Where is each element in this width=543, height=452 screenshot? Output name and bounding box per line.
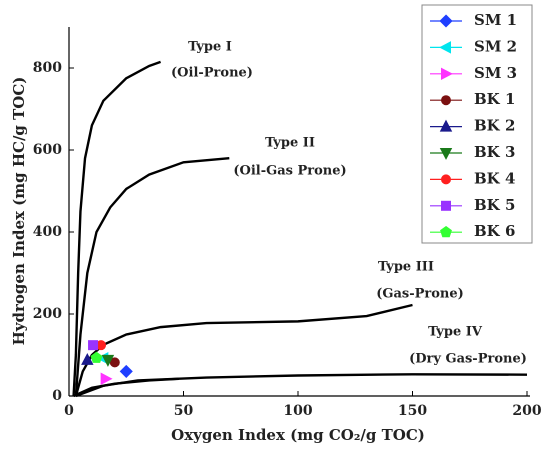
legend-marker	[441, 174, 451, 185]
x-axis-label: Oxygen Index (mg CO₂/g TOC)	[171, 426, 425, 444]
legend-marker	[439, 41, 451, 54]
curve-label: (Oil-Prone)	[171, 66, 253, 81]
kerogen-curve	[74, 157, 230, 397]
legend-label: SM 3	[474, 64, 517, 82]
curve-name: Type I	[188, 40, 232, 55]
curve-label: (Gas-Prone)	[376, 287, 464, 302]
legend-label: SM 1	[474, 11, 517, 29]
legend-marker	[439, 119, 453, 132]
curve-name: Type II	[265, 136, 315, 151]
legend-marker	[439, 14, 453, 28]
legend-marker	[440, 225, 452, 238]
y-tick-label: 200	[33, 306, 62, 322]
x-tick-label: 100	[283, 403, 312, 419]
legend-label: BK 3	[474, 143, 515, 161]
curve-label: (Dry Gas-Prone)	[409, 352, 527, 367]
legend-label: SM 2	[474, 37, 517, 55]
y-tick-label: 400	[33, 224, 62, 240]
legend-label: BK 4	[474, 169, 515, 187]
curve-name: Type III	[378, 260, 434, 275]
kerogen-curve	[73, 377, 179, 398]
legend-label: BK 1	[474, 90, 515, 108]
data-point	[88, 340, 99, 351]
legend-marker	[441, 67, 453, 81]
x-tick-label: 0	[64, 403, 74, 419]
y-tick-label: 800	[33, 60, 62, 76]
legend-label: BK 6	[474, 222, 515, 240]
kerogen-curve	[72, 60, 162, 397]
data-point	[90, 351, 103, 363]
data-point	[119, 364, 133, 378]
y-tick-label: 600	[33, 142, 62, 158]
legend-marker	[439, 148, 453, 160]
legend-label: BK 5	[474, 196, 515, 214]
x-tick-label: 50	[174, 403, 194, 419]
y-axis-label: Hydrogen Index (mg HC/g TOC)	[10, 77, 28, 346]
data-point	[100, 372, 113, 386]
data-point	[109, 357, 120, 368]
data-point	[101, 354, 115, 367]
kerogen-curve	[75, 373, 528, 398]
legend-marker	[441, 95, 451, 106]
x-tick-label: 200	[512, 403, 541, 419]
curve-label: (Oil-Gas Prone)	[233, 164, 346, 179]
curve-name: Type IV	[428, 325, 483, 340]
x-tick-label: 150	[398, 403, 427, 419]
legend-marker	[441, 200, 451, 211]
legend-label: BK 2	[474, 117, 515, 135]
y-tick-label: 0	[52, 388, 62, 404]
data-point	[81, 352, 94, 365]
legend-box	[421, 4, 533, 244]
